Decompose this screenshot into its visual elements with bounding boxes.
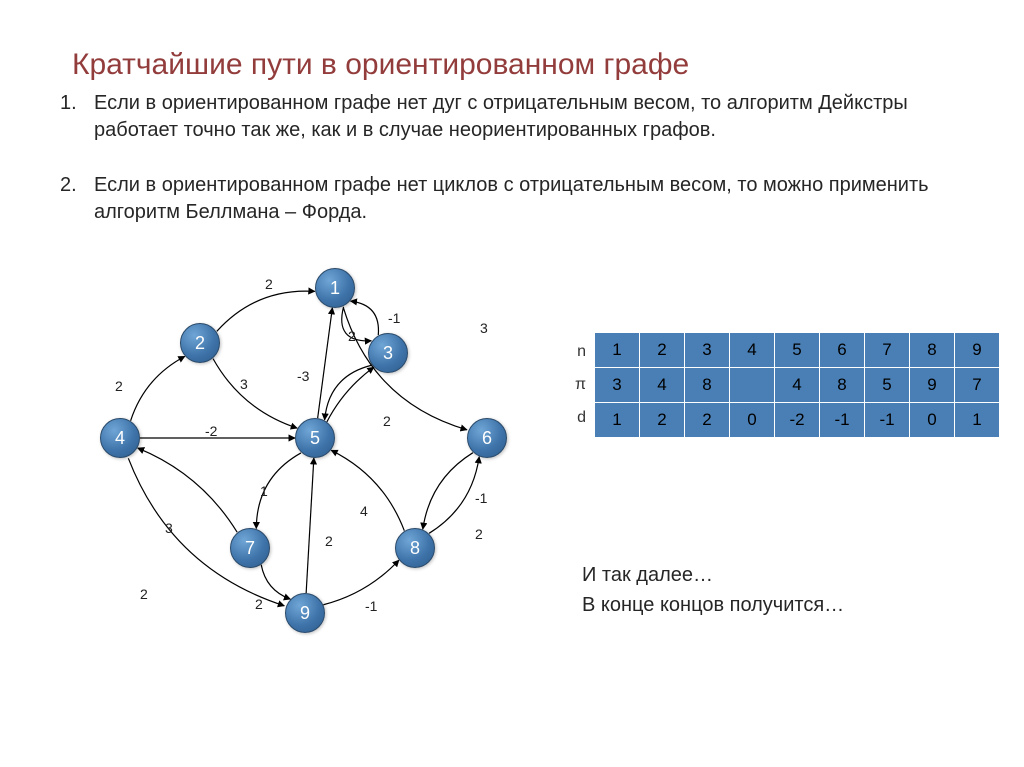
table-row: 1220-2-1-101 bbox=[595, 403, 1000, 438]
edge-weight: -1 bbox=[365, 598, 377, 614]
slide: Кратчайшие пути в ориентированном графе … bbox=[0, 0, 1024, 767]
edge-weight: 2 bbox=[140, 586, 148, 602]
footer-line-1: И так далее… bbox=[582, 560, 844, 590]
edge-weight: 1 bbox=[260, 483, 268, 499]
edge-weight: 4 bbox=[360, 503, 368, 519]
table-cell: 8 bbox=[685, 368, 730, 403]
edge-weight: 2 bbox=[255, 596, 263, 612]
graph-edge bbox=[342, 307, 372, 341]
edge-weight: 2 bbox=[348, 328, 356, 344]
bullet-1-text: Если в ориентированном графе нет дуг с о… bbox=[94, 90, 964, 144]
graph-node-3: 3 bbox=[368, 333, 408, 373]
table-cell: 7 bbox=[865, 333, 910, 368]
table-cell: 9 bbox=[910, 368, 955, 403]
bullet-2-num: 2. bbox=[60, 172, 94, 199]
graph-node-4: 4 bbox=[100, 418, 140, 458]
bullet-1-num: 1. bbox=[60, 90, 94, 117]
table-cell: 7 bbox=[955, 368, 1000, 403]
graph-edge bbox=[306, 458, 314, 593]
table-cell: 0 bbox=[730, 403, 775, 438]
table-cell: 8 bbox=[910, 333, 955, 368]
edge-weight: 2 bbox=[475, 526, 483, 542]
table-cell: 5 bbox=[775, 333, 820, 368]
edge-weight: 3 bbox=[165, 520, 173, 536]
edge-weight: 3 bbox=[240, 376, 248, 392]
graph-node-7: 7 bbox=[230, 528, 270, 568]
graph-edge bbox=[325, 365, 372, 420]
table-cell: 6 bbox=[820, 333, 865, 368]
bullet-2: 2.Если в ориентированном графе нет цикло… bbox=[60, 172, 934, 226]
graph-edge bbox=[318, 308, 333, 418]
graph-edge bbox=[261, 565, 290, 599]
table-label-n: n bbox=[562, 343, 586, 361]
bullet-2-text: Если в ориентированном графе нет циклов … bbox=[94, 172, 934, 226]
table-cell: 2 bbox=[685, 403, 730, 438]
table-cell: 0 bbox=[910, 403, 955, 438]
graph-edge bbox=[213, 359, 297, 429]
graph-edge bbox=[323, 560, 399, 605]
table-cell: 9 bbox=[955, 333, 1000, 368]
edge-weight: 2 bbox=[325, 533, 333, 549]
edge-weight: -1 bbox=[388, 310, 400, 326]
edge-weight: 2 bbox=[383, 413, 391, 429]
table-cell bbox=[730, 368, 775, 403]
footer-line-2: В конце концов получится… bbox=[582, 590, 844, 620]
graph-node-5: 5 bbox=[295, 418, 335, 458]
graph-edge bbox=[423, 453, 473, 530]
bullet-1: 1.Если в ориентированном графе нет дуг с… bbox=[60, 90, 964, 144]
table-row: 34848597 bbox=[595, 368, 1000, 403]
table-cell: 1 bbox=[595, 333, 640, 368]
graph-edge bbox=[138, 448, 237, 532]
edge-weight: -2 bbox=[205, 423, 217, 439]
table-cell: 1 bbox=[955, 403, 1000, 438]
graph-node-6: 6 bbox=[467, 418, 507, 458]
edge-weight: 2 bbox=[265, 276, 273, 292]
table-cell: 4 bbox=[775, 368, 820, 403]
graph-node-1: 1 bbox=[315, 268, 355, 308]
table-label-pi: π bbox=[562, 376, 586, 394]
edge-weight: -3 bbox=[297, 368, 309, 384]
data-table: 123456789348485971220-2-1-101 bbox=[594, 332, 1000, 438]
table-cell: -2 bbox=[775, 403, 820, 438]
table-cell: 5 bbox=[865, 368, 910, 403]
graph-edge bbox=[131, 356, 185, 420]
graph-diagram: 123456789 23-123-322-2-12142-1322 bbox=[65, 258, 525, 678]
graph-node-2: 2 bbox=[180, 323, 220, 363]
edge-weight: -1 bbox=[475, 490, 487, 506]
table-cell: 2 bbox=[640, 403, 685, 438]
graph-edge bbox=[217, 291, 315, 331]
table-cell: 4 bbox=[640, 368, 685, 403]
table-cell: -1 bbox=[865, 403, 910, 438]
table-cell: 1 bbox=[595, 403, 640, 438]
table-cell: -1 bbox=[820, 403, 865, 438]
footer-text: И так далее… В конце концов получится… bbox=[582, 560, 844, 620]
edge-weight: 2 bbox=[115, 378, 123, 394]
graph-edge bbox=[429, 457, 479, 534]
table-cell: 3 bbox=[685, 333, 730, 368]
table-cell: 8 bbox=[820, 368, 865, 403]
table-cell: 3 bbox=[595, 368, 640, 403]
edge-weight: 3 bbox=[480, 320, 488, 336]
graph-node-8: 8 bbox=[395, 528, 435, 568]
table-cell: 4 bbox=[730, 333, 775, 368]
page-title: Кратчайшие пути в ориентированном графе bbox=[72, 48, 689, 82]
table-label-d: d bbox=[562, 409, 586, 427]
graph-node-9: 9 bbox=[285, 593, 325, 633]
graph-edge bbox=[327, 367, 374, 422]
table-row: 123456789 bbox=[595, 333, 1000, 368]
table-cell: 2 bbox=[640, 333, 685, 368]
